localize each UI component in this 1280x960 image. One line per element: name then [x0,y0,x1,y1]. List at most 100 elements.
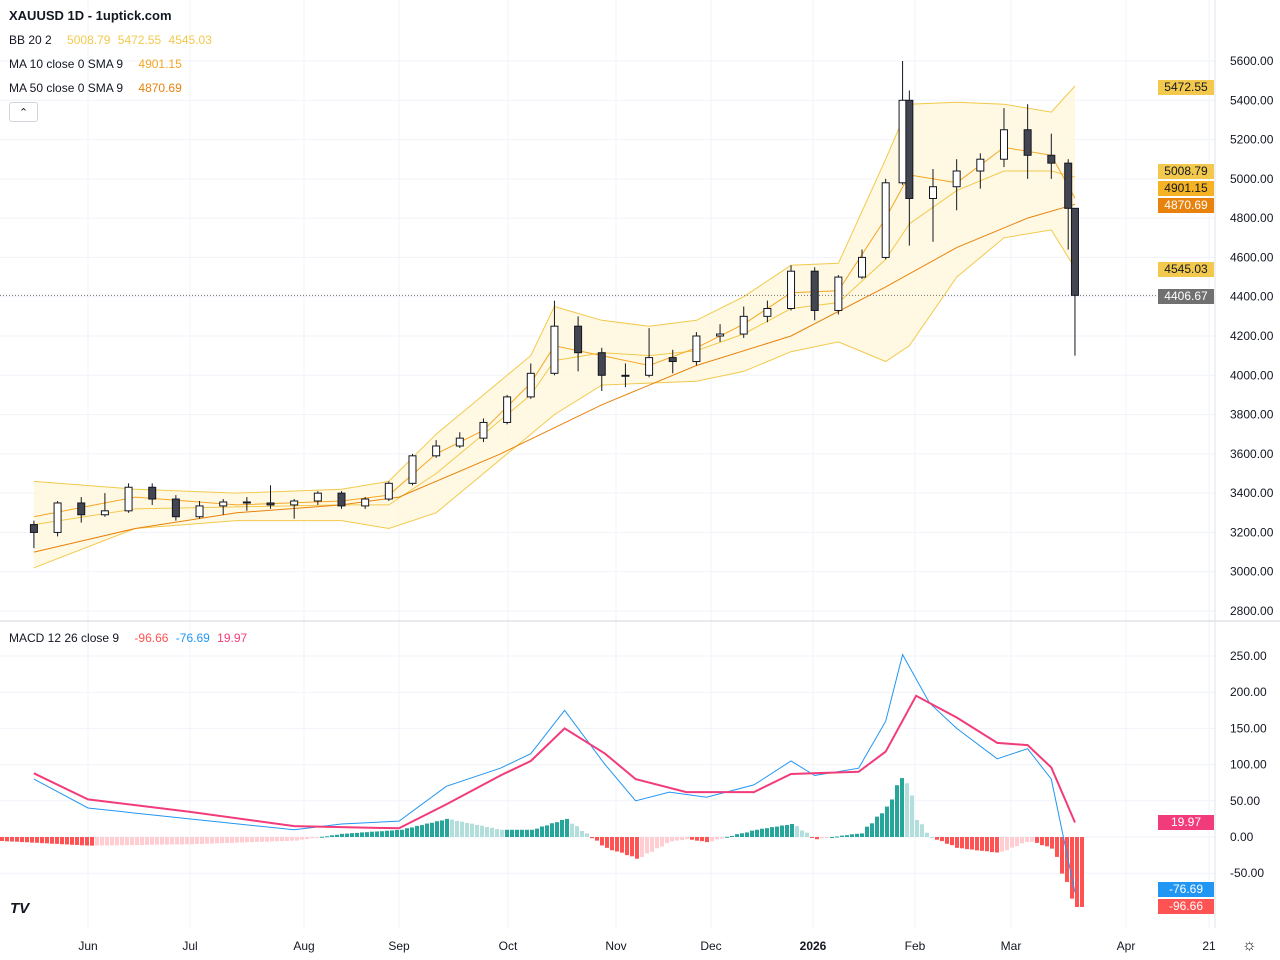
macd-histogram-bar [815,837,819,840]
macd-histogram-bar [695,837,699,841]
macd-histogram-bar [425,823,429,837]
macd-histogram-bar [1045,837,1049,847]
candle-body [479,421,488,439]
macd-histogram-bar [1015,837,1019,847]
candle-body [692,335,701,363]
macd-histogram-bar [175,837,179,845]
legend-macd-hist: -96.66 [134,631,169,645]
macd-histogram-bar [785,825,789,837]
macd-histogram-bar [255,837,259,842]
macd-histogram-bar [735,834,739,837]
macd-histogram-bar [190,837,194,845]
time-tick-label: 2026 [800,939,827,953]
macd-histogram-bar [835,836,839,838]
macd-histogram-bar [100,837,104,846]
macd-histogram-bar [650,837,654,852]
macd-histogram-bar [945,837,949,844]
macd-histogram-bar [380,831,384,837]
gear-icon[interactable]: ☼ [1242,937,1257,954]
candle-body [550,325,559,374]
macd-histogram-bar [705,837,709,843]
legend-macd-macd: -76.69 [175,631,210,645]
candle-body [1064,162,1073,209]
macd-histogram-bar [165,837,169,845]
macd-histogram-bar [755,829,759,837]
candle-body [77,502,86,516]
macd-histogram-bar [875,816,879,837]
macd-histogram-bar [30,837,34,843]
tradingview-logo[interactable]: TV [10,900,30,917]
macd-histogram-bar [635,837,639,859]
time-tick-label: 21 [1202,939,1216,953]
macd-histogram-bar [510,829,514,837]
macd-histogram-bar [485,827,489,837]
macd-histogram-bar [880,813,884,837]
macd-histogram-bar [730,835,734,837]
candle-body [148,486,157,500]
macd-histogram-bar [1005,837,1009,851]
macd-histogram-bar [385,830,389,837]
macd-histogram-bar [500,829,504,837]
macd-histogram-bar [790,823,794,837]
macd-histogram-bar [590,837,594,839]
bb-lower-line [33,229,1076,569]
macd-histogram-bar [975,837,979,851]
macd-histogram-bar [15,837,19,842]
badge-bb-lower: 4545.03 [1158,262,1214,277]
badge-ma50: 4870.69 [1158,198,1214,213]
macd-histogram-bar [990,837,994,853]
badge-bb-basis: 5008.79 [1158,164,1214,179]
candle-body [597,352,606,376]
candle-body [905,99,914,200]
time-tick-label: Oct [499,939,518,953]
time-tick-label: Jun [78,939,97,953]
macd-histogram-bar [410,827,414,837]
macd-histogram-bar [765,828,769,837]
candle-body [384,482,393,500]
macd-tick-label: 100.00 [1230,758,1267,772]
macd-histogram-bar [750,830,754,837]
candle-body [219,501,228,507]
macd-histogram-bar [660,837,664,847]
macd-histogram-bar [595,837,599,841]
macd-histogram-bar [395,830,399,837]
macd-histogram-bar [430,822,434,837]
price-tick-label: 2800.00 [1230,604,1274,618]
macd-histogram-bar [310,837,314,839]
macd-histogram-bar [715,837,719,840]
macd-histogram-bar [850,834,854,837]
macd-histogram-bar [560,819,564,837]
macd-histogram-bar [115,837,119,846]
legend-bb-upper: 5472.55 [117,33,162,47]
macd-histogram-bar [135,837,139,846]
legend-macd-label: MACD 12 26 close 9 [9,631,120,645]
candle-body [621,374,630,377]
macd-histogram-bar [440,820,444,837]
macd-tick-label: 250.00 [1230,649,1267,663]
macd-histogram-bar [140,837,144,845]
macd-histogram-bar [25,837,29,843]
macd-histogram-bar [665,837,669,844]
macd-histogram-bar [760,828,764,837]
macd-histogram-bar [400,829,404,837]
macd-histogram-bar [370,831,374,837]
macd-histogram-bar [575,826,579,837]
macd-histogram-bar [230,837,234,843]
macd-histogram-bar [305,837,309,840]
legend-ma50-label: MA 50 close 0 SMA 9 [9,81,124,95]
macd-histogram-bar [365,832,369,837]
time-tick-label: Apr [1117,939,1136,953]
macd-histogram-bar [340,833,344,837]
price-tick-label: 5200.00 [1230,133,1274,147]
macd-histogram-bar [845,835,849,837]
macd-tick-label: 200.00 [1230,685,1267,699]
collapse-legend-button[interactable]: ⌃ [9,102,38,122]
macd-histogram-bar [905,783,909,837]
macd-histogram-bar [155,837,159,845]
macd-histogram-bar [20,837,24,843]
candle-body [929,186,937,200]
macd-histogram-bar [320,836,324,838]
macd-histogram-bar [70,837,74,845]
macd-histogram-bar [535,828,539,837]
